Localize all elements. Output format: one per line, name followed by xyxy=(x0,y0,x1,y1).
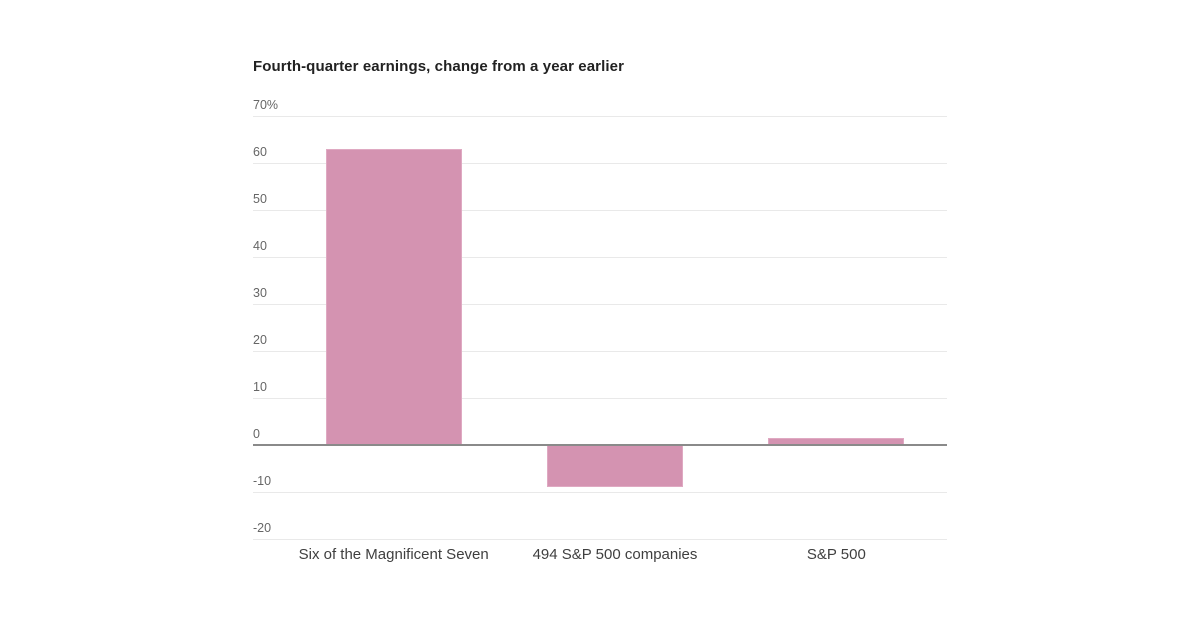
y-axis-tick-label: 70% xyxy=(253,98,279,112)
gridline xyxy=(253,303,947,305)
gridline xyxy=(253,209,947,211)
y-axis-tick-label: 60 xyxy=(253,145,267,159)
bar xyxy=(325,148,462,445)
y-axis-tick-label: 40 xyxy=(253,239,267,253)
gridline xyxy=(253,491,947,493)
zero-axis-line xyxy=(253,444,947,446)
y-axis-tick-label: 0 xyxy=(253,427,260,441)
bar-chart: Fourth-quarter earnings, change from a y… xyxy=(253,58,947,578)
gridline xyxy=(253,256,947,258)
plot-area: 70% 60 50 40 30 20 10 0 -10 -20 Six of the Magnifi… xyxy=(253,98,947,563)
y-axis-tick-label: 20 xyxy=(253,333,267,347)
category-label: Six of the Magnificent Seven xyxy=(298,546,489,563)
category-label: 494 S&P 500 companies xyxy=(532,546,698,563)
category-label: S&P 500 xyxy=(806,546,866,563)
gridline xyxy=(253,162,947,164)
chart-title: Fourth-quarter earnings, change from a y… xyxy=(253,58,625,75)
gridline xyxy=(253,397,947,399)
y-axis-tick-label: 10 xyxy=(253,380,267,394)
y-axis-tick-label: -20 xyxy=(253,521,272,535)
bar xyxy=(547,445,683,488)
y-axis-tick-label: 50 xyxy=(253,192,267,206)
y-axis-tick-label: -10 xyxy=(253,474,272,488)
y-axis-tick-label: 30 xyxy=(253,286,267,300)
gridline xyxy=(253,115,947,117)
gridline xyxy=(253,538,947,540)
gridline xyxy=(253,350,947,352)
